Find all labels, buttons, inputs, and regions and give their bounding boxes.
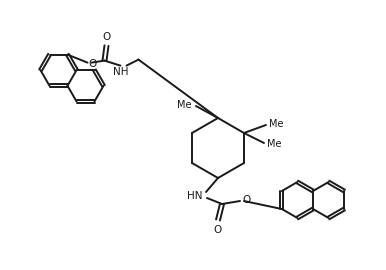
Text: Me: Me [267,139,281,149]
Text: O: O [242,195,250,205]
Text: Me: Me [269,119,283,129]
Text: O: O [213,225,221,235]
Text: Me: Me [178,100,192,110]
Text: O: O [88,59,97,69]
Text: NH: NH [113,67,128,77]
Text: O: O [102,32,111,42]
Text: HN: HN [186,191,202,201]
